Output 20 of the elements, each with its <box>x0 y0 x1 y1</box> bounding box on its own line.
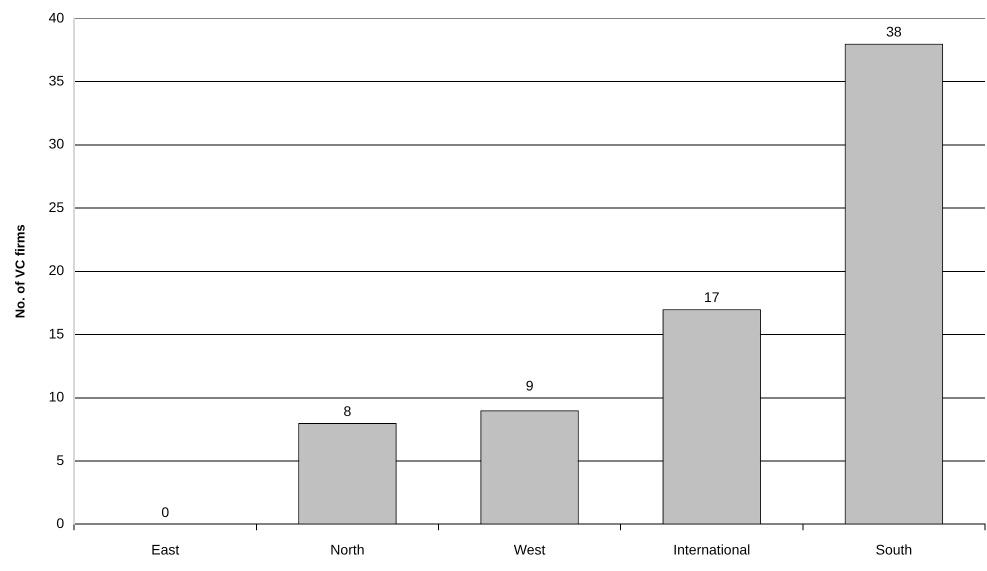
y-tick-label: 25 <box>48 198 64 215</box>
data-label: 38 <box>886 24 902 40</box>
data-label: 8 <box>344 402 352 419</box>
x-tick-label: South <box>876 541 912 558</box>
y-tick-label: 40 <box>48 9 64 26</box>
y-tick-label: 30 <box>48 136 64 152</box>
y-tick-label: 10 <box>48 388 64 405</box>
y-tick-label: 0 <box>56 515 64 532</box>
x-tick-label: East <box>151 541 180 558</box>
data-label: 9 <box>526 378 534 394</box>
y-axis-title: No. of VC firms <box>12 224 28 318</box>
y-tick-label: 5 <box>56 452 64 468</box>
x-tick-label: International <box>673 541 750 558</box>
data-label: 0 <box>161 504 170 520</box>
y-tick-label: 35 <box>48 72 64 88</box>
x-tick-label: West <box>514 541 546 558</box>
y-tick-label: 15 <box>48 325 64 342</box>
data-label: 17 <box>704 289 720 306</box>
x-tick-label: North <box>330 541 365 558</box>
y-tick-label: 20 <box>48 262 64 278</box>
